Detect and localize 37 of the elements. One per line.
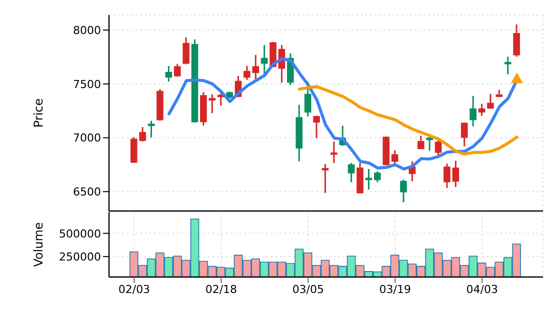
line-series: [298, 85, 518, 156]
candlestick: [434, 138, 442, 156]
x-tick-label: 03/05: [292, 282, 324, 296]
candlestick: [417, 134, 424, 150]
candlestick: [313, 114, 320, 139]
candlestick: [400, 178, 407, 204]
candlestick: [348, 162, 355, 183]
candlestick: [460, 122, 468, 148]
x-tick-label: 03/19: [379, 282, 411, 296]
candlestick: [487, 93, 494, 110]
y-tick-label: 6500: [73, 186, 101, 199]
candlestick: [513, 24, 520, 58]
candlestick: [260, 44, 268, 75]
candlestick: [478, 103, 486, 117]
candlestick: [330, 140, 338, 164]
y-axis-title: Volume: [31, 222, 46, 267]
x-tick-label: 02/18: [205, 282, 238, 296]
y-tick-label: 7500: [73, 78, 101, 91]
candlestick: [444, 162, 450, 189]
x-tick-label: 02/03: [118, 282, 150, 296]
candlestick: [322, 163, 329, 194]
candlestick: [374, 170, 381, 183]
candlestick: [504, 56, 512, 75]
candlestick: [452, 160, 460, 188]
candlestick: [391, 150, 398, 166]
candlestick: [165, 65, 172, 82]
candlestick: [470, 95, 476, 128]
candlestick: [182, 36, 190, 66]
y-tick-label: 500000: [59, 227, 101, 240]
y-tick-label: 8000: [73, 24, 101, 37]
y-axis-title: Price: [31, 98, 46, 128]
y-tick-label: 7000: [73, 132, 101, 145]
y-tick-label: 250000: [59, 250, 101, 264]
candlestick: [208, 94, 216, 114]
x-tick-label: 04/03: [466, 282, 498, 296]
candlestick: [148, 120, 155, 138]
candlestick: [174, 63, 181, 78]
